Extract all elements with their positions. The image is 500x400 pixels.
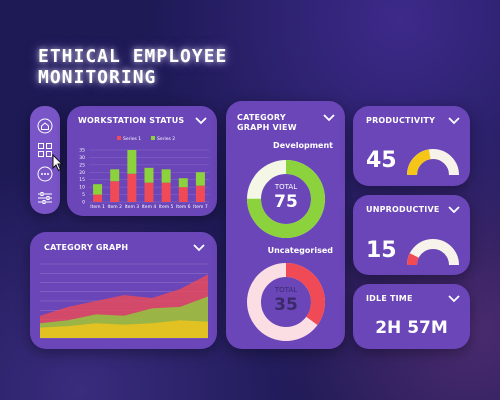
legend-label: Series 1	[123, 136, 141, 142]
bar-segment	[144, 167, 154, 183]
unproductive-title: UNPRODUCTIVE	[366, 205, 440, 214]
y-tick-label: 5	[82, 192, 85, 198]
y-tick-label: 30	[79, 155, 85, 161]
gauge-value-arc	[407, 149, 431, 176]
bar-segment	[161, 169, 171, 183]
bar-segment	[178, 178, 188, 188]
nav-home-button[interactable]	[35, 116, 55, 136]
bar-segment	[93, 184, 103, 195]
y-tick-label: 0	[82, 200, 85, 206]
donut-value-arc	[247, 263, 325, 341]
unproductive-card: UNPRODUCTIVE 15	[353, 195, 470, 275]
y-tick-label: 20	[79, 170, 85, 176]
category-view-title-line1: CATEGORY	[237, 113, 286, 122]
productivity-card: PRODUCTIVITY 45	[353, 106, 470, 186]
legend-label: Series 2	[157, 136, 175, 142]
bar-segment	[110, 181, 120, 202]
x-tick-label: Item 1	[90, 204, 105, 210]
productivity-value: 45	[366, 148, 397, 173]
bar-segment	[161, 182, 171, 202]
home-icon	[37, 118, 53, 134]
development-total-label: TOTAL	[274, 183, 298, 191]
y-tick-label: 15	[79, 177, 85, 183]
category-area-chart	[40, 263, 208, 339]
productivity-gauge	[407, 149, 459, 176]
sliders-icon	[38, 192, 52, 204]
legend-swatch	[151, 136, 155, 140]
bar-segment	[110, 169, 120, 182]
category-graph-title: CATEGORY GRAPH	[44, 243, 129, 252]
development-donut-chart	[247, 160, 325, 238]
bar-segment	[127, 150, 137, 174]
x-tick-label: Item 6	[176, 204, 191, 210]
development-total-value: 75	[274, 192, 298, 212]
donut-value-arc	[247, 160, 325, 238]
bar-segment	[127, 173, 137, 202]
gauge-track	[407, 239, 459, 266]
nav-settings-button[interactable]	[35, 188, 55, 208]
bar-segment	[93, 194, 103, 202]
nav-dashboard-button[interactable]	[35, 140, 55, 160]
area-series	[40, 320, 208, 338]
chevron-down-icon[interactable]	[195, 117, 207, 125]
uncategorised-total-value: 35	[274, 295, 298, 315]
y-tick-label: 35	[79, 148, 85, 154]
unproductive-gauge	[407, 239, 459, 266]
productivity-title: PRODUCTIVITY	[366, 116, 436, 125]
bar-segment	[195, 185, 205, 202]
bar-segment	[144, 182, 154, 202]
uncategorised-donut-chart	[247, 263, 325, 341]
category-graph-view-title: CATEGORY GRAPH VIEW	[237, 113, 297, 133]
development-label: Development	[273, 141, 333, 150]
idle-time-title: IDLE TIME	[366, 294, 413, 303]
chevron-down-icon[interactable]	[193, 244, 205, 252]
bar-segment	[195, 172, 205, 186]
y-tick-label: 10	[79, 185, 85, 191]
category-graph-view-card: CATEGORY GRAPH VIEW Development TOTAL 75…	[226, 101, 345, 349]
app-title-line2: MONITORING	[38, 67, 157, 88]
x-tick-label: Item 3	[125, 204, 140, 210]
unproductive-value: 15	[366, 238, 397, 263]
y-tick-label: 25	[79, 162, 85, 168]
uncategorised-label: Uncategorised	[267, 246, 333, 255]
app-title: ETHICAL EMPLOYEE MONITORING	[38, 46, 298, 88]
chevron-down-icon[interactable]	[448, 295, 460, 303]
category-graph-card: CATEGORY GRAPH	[30, 232, 217, 349]
workstation-status-card: WORKSTATION STATUS Series 1 Series 2 0 5 10 1…	[67, 106, 217, 216]
gauge-value-arc	[407, 253, 419, 266]
more-icon	[37, 166, 53, 182]
chevron-down-icon[interactable]	[448, 206, 460, 214]
bar-segment	[178, 187, 188, 202]
x-tick-label: Item 5	[159, 204, 174, 210]
nav-more-button[interactable]	[35, 164, 55, 184]
chevron-down-icon[interactable]	[448, 117, 460, 125]
x-tick-label: Item 7	[193, 204, 208, 210]
mouse-cursor-icon	[52, 154, 64, 172]
uncategorised-total-label: TOTAL	[274, 286, 298, 294]
idle-time-card: IDLE TIME 2H 57M	[353, 284, 470, 349]
category-view-title-line2: GRAPH VIEW	[237, 123, 297, 132]
x-tick-label: Item 4	[142, 204, 157, 210]
idle-time-value: 2H 57M	[375, 318, 448, 338]
workstation-status-title: WORKSTATION STATUS	[78, 116, 185, 125]
legend-swatch	[117, 136, 121, 140]
x-tick-label: Item 2	[107, 204, 122, 210]
app-title-line1: ETHICAL EMPLOYEE	[38, 46, 228, 67]
chevron-down-icon[interactable]	[323, 114, 335, 122]
grid-icon	[38, 143, 52, 157]
